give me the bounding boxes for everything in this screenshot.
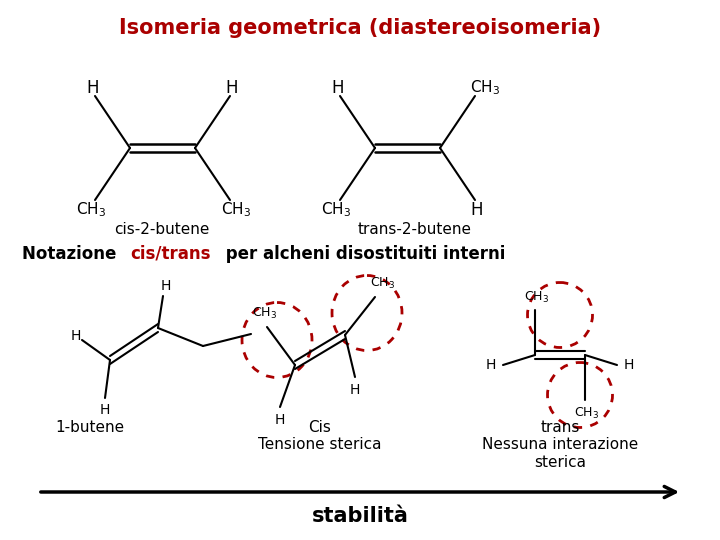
Text: H: H [350,383,360,397]
Text: CH$_3$: CH$_3$ [76,201,106,219]
Text: trans
Nessuna interazione
sterica: trans Nessuna interazione sterica [482,420,638,470]
Text: CH$_3$: CH$_3$ [524,289,549,305]
Text: trans-2-butene: trans-2-butene [358,222,472,237]
Text: H: H [275,413,285,427]
Text: H: H [100,403,110,417]
Text: H: H [161,279,171,293]
Text: H: H [624,358,634,372]
Text: Cis
Tensione sterica: Cis Tensione sterica [258,420,382,453]
Text: CH$_3$: CH$_3$ [221,201,251,219]
Text: CH$_3$: CH$_3$ [321,201,351,219]
Text: H: H [471,201,483,219]
Text: CH$_3$: CH$_3$ [470,79,500,97]
Text: stabilità: stabilità [312,506,408,526]
Text: H: H [226,79,238,97]
Text: CH$_3$: CH$_3$ [370,275,395,291]
FancyArrowPatch shape [41,487,675,497]
Text: cis-2-butene: cis-2-butene [114,222,210,237]
Text: H: H [71,329,81,343]
Text: CH$_3$: CH$_3$ [253,306,278,321]
Text: 1-butene: 1-butene [55,420,125,435]
Text: Notazione: Notazione [22,245,122,263]
Text: H: H [332,79,344,97]
Text: cis/trans: cis/trans [130,245,210,263]
Text: CH$_3$: CH$_3$ [575,406,600,421]
Text: H: H [86,79,99,97]
Text: per alcheni disostituiti interni: per alcheni disostituiti interni [220,245,505,263]
Text: H: H [486,358,496,372]
Text: Isomeria geometrica (diastereoisomeria): Isomeria geometrica (diastereoisomeria) [119,18,601,38]
